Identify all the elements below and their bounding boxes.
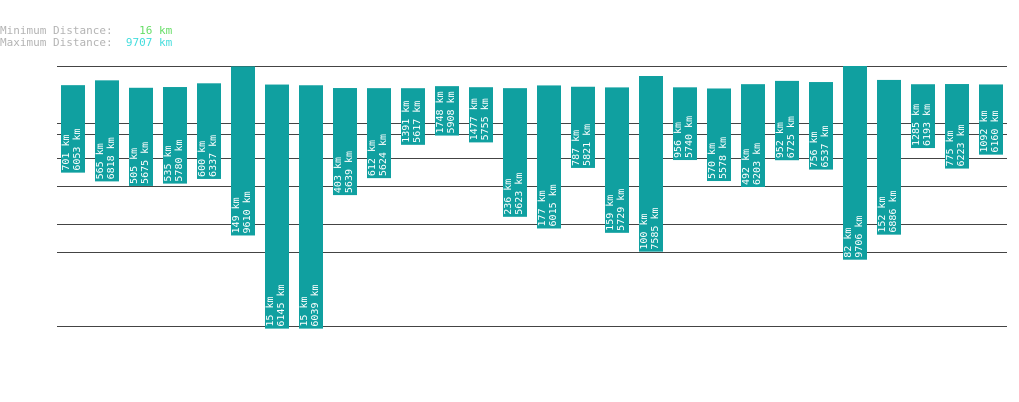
- min-label-22: 952 km: [775, 122, 786, 158]
- range-bar-23: [809, 82, 833, 170]
- max-label-20: 5578 km: [718, 137, 729, 179]
- range-bar-12: [435, 86, 459, 136]
- range-bar-27: [945, 84, 969, 169]
- min-label-12: 1748 km: [435, 91, 446, 133]
- min-label-4: 535 km: [163, 145, 174, 181]
- min-label-5: 600 km: [197, 141, 208, 177]
- max-label-6: 9610 km: [242, 191, 253, 233]
- min-label-20: 570 km: [707, 143, 718, 179]
- range-bar-28: [979, 84, 1003, 155]
- min-label-16: 787 km: [571, 130, 582, 166]
- min-label-21: 492 km: [741, 149, 752, 185]
- range-bar-22: [775, 80, 799, 161]
- min-label-3: 505 km: [129, 148, 140, 184]
- max-distance-value: 9707 km: [125, 36, 173, 49]
- range-bar-7: [265, 84, 289, 329]
- range-bar-6: [231, 66, 255, 236]
- min-label-8: 15 km: [299, 297, 310, 327]
- range-bar-18: [639, 76, 663, 252]
- max-label-27: 6223 km: [956, 124, 967, 166]
- range-bar-15: [537, 85, 561, 229]
- min-label-6: 149 km: [231, 197, 242, 233]
- min-label-28: 1092 km: [979, 110, 990, 152]
- max-label-28: 6160 km: [990, 110, 1001, 152]
- min-label-15: 177 km: [537, 190, 548, 226]
- max-label-18: 7585 km: [650, 207, 661, 249]
- range-bar-21: [741, 84, 765, 187]
- max-label-11: 5617 km: [412, 101, 423, 143]
- range-bar-19: [673, 87, 697, 161]
- min-label-18: 100 km: [639, 214, 650, 250]
- bar-labels: 701 km 6053 km 565 km 6818 km 505 km 5675 km 5…: [61, 91, 1001, 326]
- min-label-25: 152 km: [877, 197, 888, 233]
- min-label-23: 756 km: [809, 131, 820, 167]
- range-bar-17: [605, 87, 629, 233]
- min-distance-label: Minimum Distance:: [0, 24, 113, 37]
- max-label-4: 5780 km: [174, 139, 185, 181]
- max-distance-label: Maximum Distance:: [0, 36, 113, 49]
- range-bar-25: [877, 79, 901, 235]
- range-bar-1: [61, 85, 85, 173]
- max-label-15: 6015 km: [548, 184, 559, 226]
- min-label-27: 775 km: [945, 130, 956, 166]
- range-bar-26: [911, 84, 935, 149]
- min-label-24: 82 km: [843, 228, 854, 258]
- min-label-17: 159 km: [605, 195, 616, 231]
- max-label-16: 5821 km: [582, 124, 593, 166]
- range-bar-4: [163, 87, 187, 184]
- range-bar-16: [571, 86, 595, 168]
- min-label-26: 1285 km: [911, 104, 922, 146]
- range-bar-13: [469, 87, 493, 143]
- range-bar-11: [401, 88, 425, 145]
- max-label-5: 6337 km: [208, 135, 219, 177]
- max-label-24: 9706 km: [854, 216, 865, 258]
- max-label-23: 6537 km: [820, 125, 831, 167]
- bars: [61, 66, 1003, 329]
- range-bar-9: [333, 88, 357, 196]
- min-label-7: 15 km: [265, 297, 276, 327]
- max-label-9: 5639 km: [344, 151, 355, 193]
- min-label-2: 565 km: [95, 143, 106, 179]
- max-label-26: 6193 km: [922, 104, 933, 146]
- max-label-10: 5624 km: [378, 134, 389, 176]
- max-label-14: 5623 km: [514, 173, 525, 215]
- max-label-17: 5729 km: [616, 189, 627, 231]
- min-label-9: 403 km: [333, 157, 344, 193]
- distance-summary: Minimum Distance: 16 km Maximum Distance…: [0, 25, 172, 49]
- min-label-19: 956 km: [673, 122, 684, 158]
- max-label-7: 6145 km: [276, 284, 287, 326]
- max-label-22: 6725 km: [786, 116, 797, 158]
- range-bar-20: [707, 88, 731, 182]
- max-label-25: 6886 km: [888, 190, 899, 232]
- min-label-13: 1477 km: [469, 98, 480, 140]
- range-bar-3: [129, 87, 153, 186]
- max-label-3: 5675 km: [140, 142, 151, 184]
- range-bar-2: [95, 80, 119, 182]
- min-label-10: 612 km: [367, 140, 378, 176]
- max-label-19: 5740 km: [684, 116, 695, 158]
- range-bar-8: [299, 85, 323, 329]
- min-label-11: 1391 km: [401, 101, 412, 143]
- range-bar-14: [503, 88, 527, 217]
- range-bar-24: [843, 66, 867, 260]
- min-label-14: 236 km: [503, 179, 514, 215]
- max-label-21: 6203 km: [752, 143, 763, 185]
- min-label-1: 701 km: [61, 135, 72, 171]
- min-distance-value: 16 km: [139, 24, 173, 37]
- max-label-13: 5755 km: [480, 98, 491, 140]
- range-bar-10: [367, 88, 391, 179]
- max-label-8: 6039 km: [310, 284, 321, 326]
- range-bar-5: [197, 83, 221, 179]
- max-label-1: 6053 km: [72, 128, 83, 170]
- max-label-12: 5908 km: [446, 91, 457, 133]
- max-label-2: 6818 km: [106, 137, 117, 179]
